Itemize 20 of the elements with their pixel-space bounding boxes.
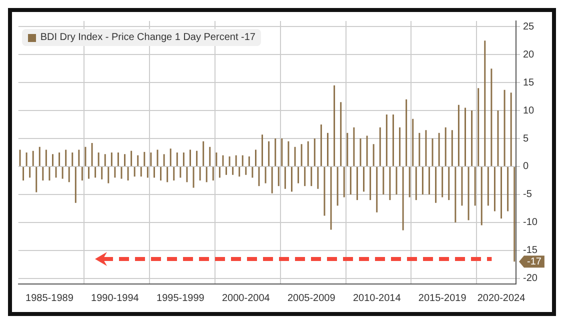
x-tick-label: 2015-2019 xyxy=(418,292,467,304)
x-tick-label: 1995-1999 xyxy=(156,292,205,304)
y-tick-label: 15 xyxy=(523,77,535,88)
y-tick-label: 20 xyxy=(523,49,535,60)
x-tick-label: 2000-2004 xyxy=(222,292,270,304)
text: -17 xyxy=(527,256,542,268)
legend-label: BDI Dry Index - Price Change 1 Day Percent -17 xyxy=(40,32,256,43)
y-tick-label: 5 xyxy=(523,133,529,144)
y-tick-label: 10 xyxy=(523,105,535,116)
y-tick-label: -15 xyxy=(523,245,538,256)
y-tick-label: 0 xyxy=(523,161,529,172)
x-tick-label: 1990-1994 xyxy=(91,292,140,304)
x-tick-label: 2005-2009 xyxy=(287,292,336,304)
y-tick-label: -5 xyxy=(523,189,532,200)
y-tick-label: -10 xyxy=(523,217,538,228)
x-tick-label: 2010-2014 xyxy=(352,292,402,304)
y-tick-label: -20 xyxy=(523,273,538,284)
x-tick-label: 1985-1989 xyxy=(26,292,74,304)
x-tick-label: 2020-2024 xyxy=(477,292,526,304)
y-tick-label: 25 xyxy=(523,21,535,32)
